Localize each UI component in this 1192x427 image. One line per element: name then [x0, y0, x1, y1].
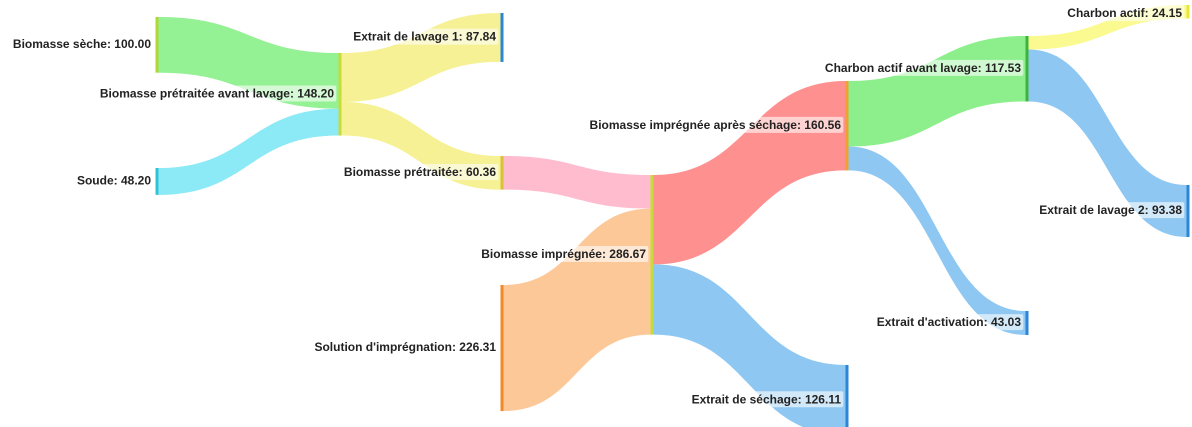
label-background [97, 85, 337, 102]
label-background [689, 391, 844, 408]
node-label: Biomasse imprégnée: 286.67 [481, 247, 646, 261]
node-label: Biomasse sèche: 100.00 [13, 37, 151, 51]
node [1025, 311, 1029, 335]
node [845, 365, 849, 427]
link [503, 208, 651, 412]
label-background [822, 59, 1024, 76]
label-background [479, 246, 649, 263]
node [845, 81, 849, 171]
link [158, 108, 339, 195]
node-label: Solution d'imprégnation: 226.31 [314, 340, 496, 354]
label-background [312, 339, 499, 356]
node [1025, 36, 1029, 102]
label-background [1065, 5, 1185, 22]
node [650, 175, 654, 335]
node-label: Biomasse imprégnée après séchage: 160.56 [590, 118, 842, 132]
link [653, 81, 846, 265]
label-background [587, 116, 844, 133]
node-label: Extrait de séchage: 126.11 [692, 392, 842, 406]
node [500, 285, 504, 412]
label-background [10, 36, 154, 53]
labels: Biomasse sèche: 100.00 Soude: 48.20 Biomas… [10, 5, 1185, 408]
node [1186, 185, 1190, 238]
label-background [341, 163, 499, 180]
node-label: Biomasse prétraitée avant lavage: 148.20 [100, 86, 334, 100]
label-background [1037, 202, 1185, 219]
node [155, 168, 159, 195]
node [155, 17, 159, 73]
link [1028, 49, 1187, 238]
node-label: Extrait d'activation: 43.03 [877, 315, 1022, 329]
node-label: Biomasse prétraitée: 60.36 [344, 165, 496, 179]
link [503, 156, 651, 209]
node [1186, 5, 1190, 19]
node [500, 156, 504, 190]
node-label: Extrait de lavage 2: 93.38 [1039, 203, 1182, 217]
label-background [874, 314, 1024, 331]
links [158, 5, 1187, 427]
label-background [74, 172, 154, 189]
label-background [351, 28, 499, 45]
node [338, 53, 342, 136]
link [653, 264, 846, 427]
nodes [155, 5, 1190, 427]
link [848, 36, 1026, 147]
link [341, 13, 501, 102]
node-label: Charbon actif avant lavage: 117.53 [825, 61, 1021, 75]
node-label: Soude: 48.20 [77, 174, 151, 188]
link [848, 146, 1026, 335]
node-label: Extrait de lavage 1: 87.84 [353, 30, 496, 44]
node [500, 13, 504, 62]
node-label: Charbon actif: 24.15 [1067, 6, 1182, 20]
